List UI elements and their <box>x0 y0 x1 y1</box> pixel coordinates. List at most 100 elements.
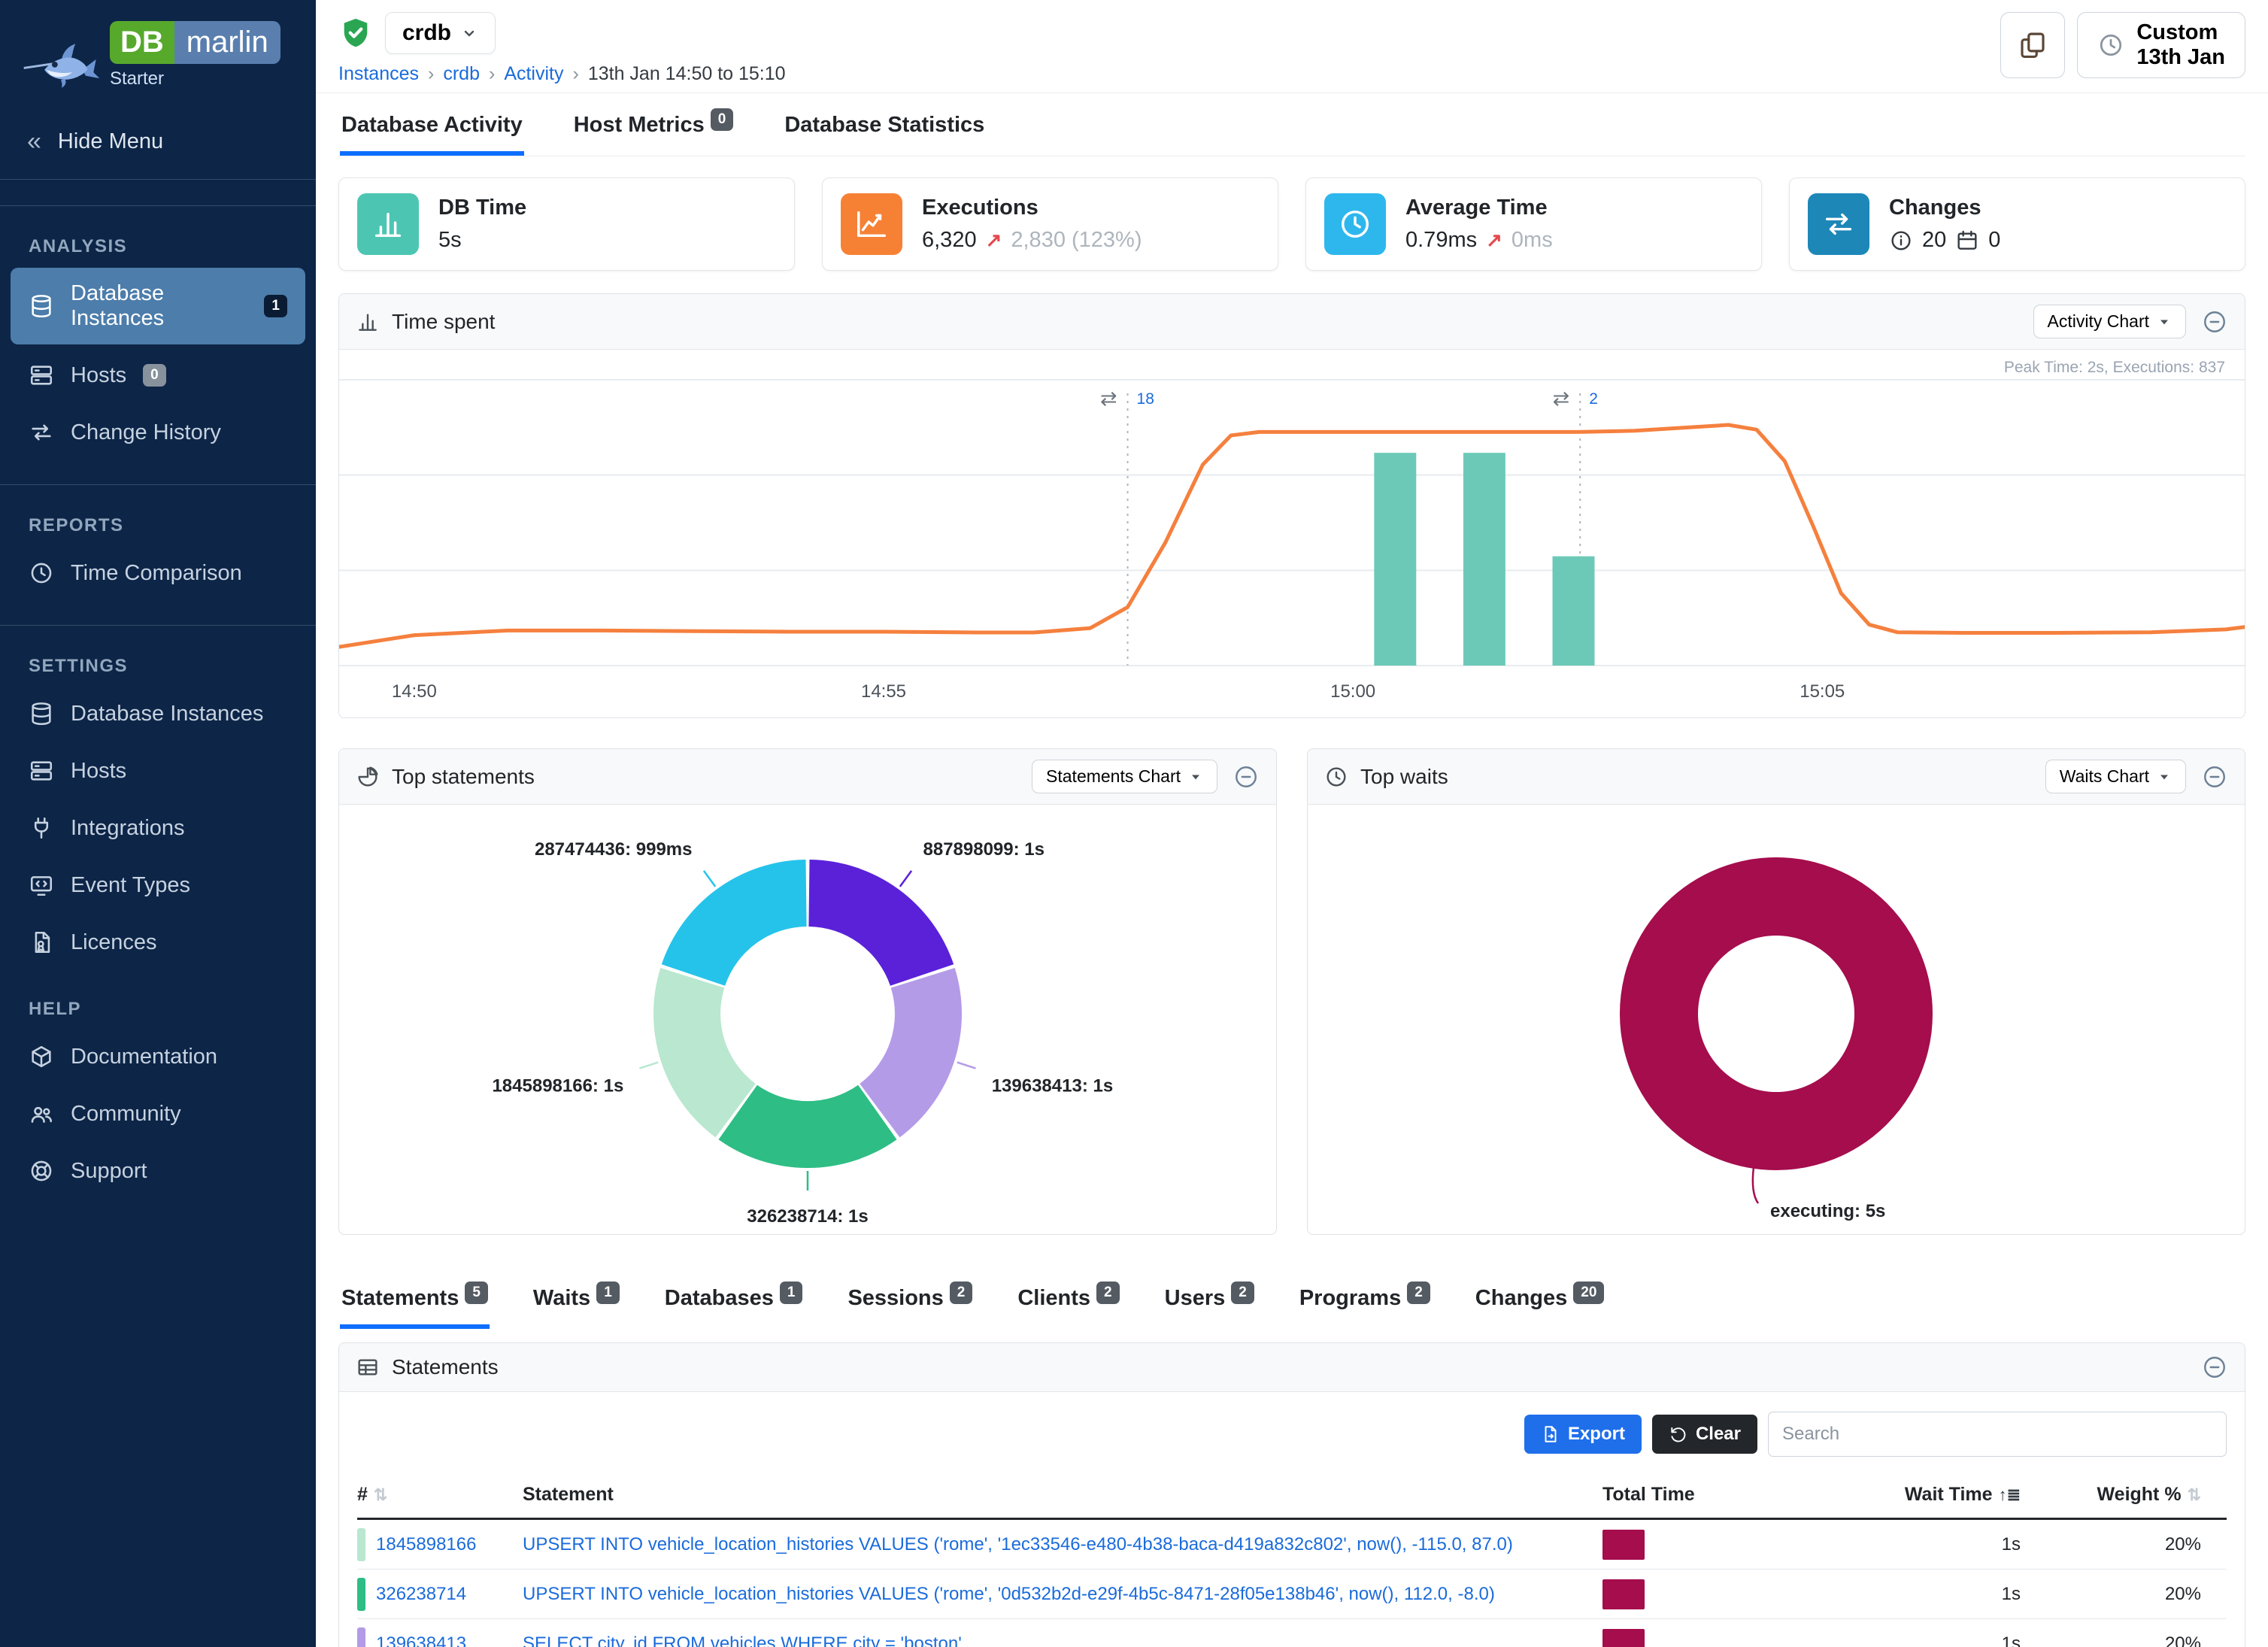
sidebar-item-community[interactable]: Community <box>11 1087 305 1140</box>
sidebar-item-licences[interactable]: Licences <box>11 916 305 969</box>
collapse-panel-icon[interactable] <box>2201 1354 2228 1381</box>
breadcrumb-separator: › <box>488 63 496 84</box>
column-header-statement: Statement <box>523 1484 614 1505</box>
clock-icon <box>1341 210 1369 238</box>
detail-tab-changes[interactable]: Changes 20 <box>1474 1282 1606 1329</box>
sidebar-item-label: Documentation <box>71 1044 218 1069</box>
sidebar-item-badge: 1 <box>264 295 287 317</box>
collapse-panel-icon[interactable] <box>2201 308 2228 335</box>
tab-host-metrics[interactable]: Host Metrics 0 <box>572 108 735 156</box>
instance-selector[interactable]: crdb <box>385 12 496 54</box>
clear-button[interactable]: Clear <box>1651 1415 1757 1454</box>
top-waits-donut: executing: 5s <box>1308 805 2245 1234</box>
statement-sql-link[interactable]: UPSERT INTO vehicle_location_histories V… <box>523 1583 1495 1604</box>
statement-id-link[interactable]: 326238714 <box>376 1583 467 1604</box>
time-range-date: 13th Jan <box>2136 45 2225 69</box>
tab-database-statistics[interactable]: Database Statistics <box>783 113 986 156</box>
svg-text:326238714: 1s: 326238714: 1s <box>747 1206 868 1227</box>
topbar: crdb Instances › crdb › Activity › 13th Jan 14… <box>316 0 2268 93</box>
sidebar-item-label: Licences <box>71 930 157 954</box>
column-header-total-time: Total Time <box>1602 1484 1695 1505</box>
donut-slice[interactable] <box>653 968 756 1138</box>
sidebar-item-event-types[interactable]: Event Types <box>11 859 305 911</box>
statement-id-link[interactable]: 1845898166 <box>376 1533 477 1554</box>
plug-icon <box>34 817 49 839</box>
clock-icon <box>31 563 52 584</box>
total-time-bar <box>1602 1579 1645 1609</box>
donut-slice[interactable] <box>718 1084 897 1169</box>
donut-slice[interactable] <box>661 860 807 986</box>
sidebar-item-label: Community <box>71 1101 181 1126</box>
sort-asc-icon[interactable]: ↑≣ <box>1998 1485 2021 1504</box>
detail-tab-programs[interactable]: Programs 2 <box>1298 1282 1432 1329</box>
sidebar-divider <box>0 484 316 485</box>
undo-icon <box>1671 1427 1686 1442</box>
logo-db-badge: DB <box>110 21 174 64</box>
tab-database-activity[interactable]: Database Activity <box>340 113 524 156</box>
sort-icon[interactable]: ⇅ <box>373 1485 388 1504</box>
waits-chart-dropdown[interactable]: Waits Chart <box>2045 760 2186 793</box>
card-value: 0.79ms <box>1405 228 1478 252</box>
sidebar-item-integrations[interactable]: Integrations <box>11 802 305 854</box>
barchart-icon <box>374 212 402 238</box>
sidebar-item-time-comparison[interactable]: Time Comparison <box>11 547 305 599</box>
collapse-panel-icon[interactable] <box>2201 763 2228 790</box>
search-input[interactable] <box>1768 1412 2227 1457</box>
sidebar-item-change-history[interactable]: Change History <box>11 406 305 459</box>
column-header-#: # ⇅ <box>357 1484 388 1505</box>
docs-icon <box>32 1045 51 1068</box>
hide-menu-button[interactable]: « Hide Menu <box>0 108 316 180</box>
time-range-button[interactable]: Custom 13th Jan <box>2077 12 2245 78</box>
svg-text:14:50: 14:50 <box>392 681 437 702</box>
total-time-bar <box>1602 1529 1645 1560</box>
statement-color-chip <box>357 1627 365 1647</box>
sidebar-item-support[interactable]: Support <box>11 1145 305 1197</box>
tab-label: Waits <box>532 1286 591 1310</box>
copy-link-button[interactable] <box>2000 12 2066 78</box>
detail-tab-sessions[interactable]: Sessions 2 <box>846 1282 974 1329</box>
time-range-mode: Custom <box>2136 20 2218 44</box>
server-icon <box>30 761 53 781</box>
breadcrumb-link[interactable]: Activity <box>504 63 564 84</box>
sidebar-item-label: Event Types <box>71 872 191 897</box>
logo-edition: Starter <box>110 68 165 89</box>
sidebar-section-title: REPORTS <box>29 515 124 535</box>
sidebar-item-badge: 0 <box>143 364 166 387</box>
sidebar-item-database-instances[interactable]: Database Instances <box>11 687 305 740</box>
column-header-wait-time: Wait Time ↑≣ <box>1904 1484 2021 1505</box>
database-icon <box>32 702 51 726</box>
wait-time-value: 1s <box>2001 1533 2021 1554</box>
top_waits-svg: executing: 5s <box>1620 857 1933 1221</box>
detail-tab-statements[interactable]: Statements 5 <box>340 1282 490 1329</box>
tab-label: Changes <box>1475 1286 1568 1310</box>
export-button[interactable]: Export <box>1524 1415 1642 1454</box>
sidebar-item-label: Integrations <box>71 815 185 840</box>
card-icon-tile <box>1808 193 1869 255</box>
logo[interactable]: DB marlin Starter <box>0 0 316 108</box>
activity-chart-dropdown[interactable]: Activity Chart <box>2033 305 2186 338</box>
breadcrumb-link[interactable]: Instances <box>338 63 420 84</box>
detail-tab-users[interactable]: Users 2 <box>1163 1282 1256 1329</box>
clock-icon <box>2100 34 2122 56</box>
logo-marlin-badge: marlin <box>174 21 280 64</box>
tab-badge: 0 <box>710 108 734 131</box>
statement-id-link[interactable]: 139638413 <box>376 1633 467 1647</box>
statement-sql-link[interactable]: SELECT city, id FROM vehicles WHERE city… <box>523 1633 962 1647</box>
donut-slice[interactable] <box>860 968 962 1138</box>
breadcrumb-link[interactable]: crdb <box>443 63 480 84</box>
sidebar-item-hosts[interactable]: Hosts 0 <box>11 349 305 402</box>
donut-slice[interactable] <box>808 860 954 986</box>
sort-icon[interactable]: ⇅ <box>2187 1485 2201 1504</box>
statement-sql-link[interactable]: UPSERT INTO vehicle_location_histories V… <box>523 1533 1513 1554</box>
detail-tab-databases[interactable]: Databases 1 <box>663 1282 805 1329</box>
total-time-bar <box>1602 1628 1645 1647</box>
detail-tab-waits[interactable]: Waits 1 <box>532 1282 621 1329</box>
collapse-panel-icon[interactable] <box>1233 763 1260 790</box>
statements-chart-dropdown[interactable]: Statements Chart <box>1032 760 1217 793</box>
detail-tab-clients[interactable]: Clients 2 <box>1016 1282 1120 1329</box>
sidebar-item-hosts[interactable]: Hosts <box>11 745 305 797</box>
sidebar-item-documentation[interactable]: Documentation <box>11 1030 305 1083</box>
caret-down-icon <box>2160 775 2168 779</box>
sidebar-item-database-instances[interactable]: Database Instances 1 <box>11 268 305 344</box>
